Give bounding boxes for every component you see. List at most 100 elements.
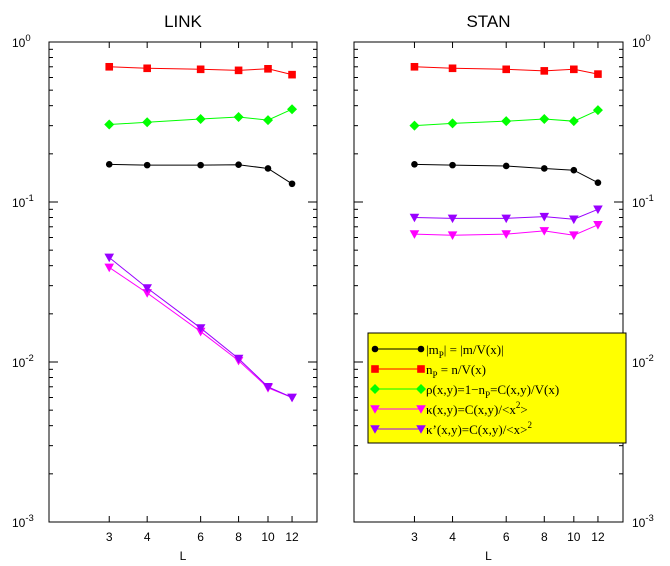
panel-stan: STAN L 3 4 6 8 10 12 10-3 10-2 10-1 100 [353,12,654,563]
data-point-np [410,62,419,71]
y-tick-label: 100 [12,33,31,50]
x-tick-label: 10 [261,530,275,544]
data-point-rho [501,116,512,127]
data-point-mp [264,165,272,172]
series-line-kappa_prime [414,208,599,220]
data-point-rho [104,119,115,130]
series-line-mp [414,163,599,184]
data-point-rho [287,104,298,115]
x-tick-label: 12 [285,530,299,544]
x-tick-label: 6 [503,530,510,544]
legend-label-rho: ρ(x,y)=1−nP=C(x,y)/V(x) [426,382,559,400]
data-point-kappa_prime [287,393,297,403]
y-tick-label: 10-3 [12,513,34,530]
series-line-kappa_prime [108,257,293,398]
y-tick-label: 100 [632,33,651,50]
y-tick-label: 10-1 [632,193,654,210]
data-point-kappa [142,289,152,298]
data-point-np [502,65,511,74]
panel-title: LINK [164,12,202,31]
data-point-mp [411,161,418,168]
data-point-kappa [409,230,420,239]
x-tick-label: 8 [541,530,548,544]
y-tick-label: 10-1 [12,193,34,210]
data-point-mp [502,162,510,170]
series-line-rho [414,109,599,127]
data-point-rho [263,115,274,126]
y-tick-label: 10-2 [12,353,34,370]
data-point-kappa [104,263,115,273]
x-tick-label: 6 [197,530,204,544]
y-tick-label: 10-2 [632,353,654,370]
legend-marker-kappa [416,405,426,414]
y-tick-label: 10-3 [632,513,654,530]
data-point-mp [449,161,456,169]
x-tick-label: 10 [567,530,581,544]
x-tick-label: 3 [106,530,113,544]
data-point-kappa [447,231,458,241]
data-point-kappa_prime [263,382,273,392]
panel-title: STAN [466,12,510,31]
series-line-rho [109,108,293,126]
legend: |mP| = |m/V(x)| nP = n/V(x) ρ(x,y)=1−nP=C(… [367,332,627,444]
data-point-rho [592,105,603,116]
data-point-kappa_prime [142,284,152,293]
plot-frame [353,41,624,523]
series-line-np [109,66,293,76]
data-point-kappa_prime [104,253,115,263]
data-point-mp [235,161,242,169]
data-point-np [196,65,205,74]
legend-label-mp: |mP| = |m/V(x)| [426,342,504,360]
legend-box [367,332,627,444]
series-line-mp [109,163,293,185]
data-point-kappa [501,230,512,239]
legend-marker-mp [371,345,379,353]
data-point-mp [594,179,602,187]
data-point-kappa_prime [569,215,579,225]
data-point-np [570,65,578,74]
data-point-np [264,64,272,73]
legend-marker-np [417,365,425,373]
data-point-mp [570,166,578,174]
data-point-kappa_prime [501,214,512,224]
data-point-kappa_prime [593,205,603,215]
data-point-np [288,70,296,79]
panel-link: LINK L 3 4 6 8 10 12 10-3 10-2 10-1 100 [12,12,318,563]
data-point-np [234,66,243,75]
legend-marker-kappa_prime [416,425,426,434]
data-point-kappa_prime [195,324,206,333]
legend-marker-np [371,365,379,373]
legend-marker-kappa_prime [370,425,380,434]
data-point-rho [142,117,153,128]
data-point-np [540,67,549,75]
legend-label-kappa: κ(x,y)=C(x,y)/<x2> [426,400,528,417]
x-tick-label: 3 [411,530,418,544]
x-tick-label: 4 [144,530,151,544]
legend-marker-rho [370,384,380,394]
plot-frame [48,41,318,523]
data-point-kappa_prime [233,354,244,364]
data-point-kappa_prime [409,213,420,223]
legend-label-kappa_prime: κ’(x,y)=C(x,y)/<x>2 [426,420,532,437]
x-tick-label: 8 [235,530,242,544]
data-point-kappa [569,231,579,241]
series-line-kappa [108,267,293,398]
x-tick-label: 12 [591,530,605,544]
data-point-kappa_prime [447,214,458,224]
data-point-rho [409,120,420,131]
data-point-kappa [593,221,603,230]
data-point-rho [539,114,550,125]
x-axis-label: L [485,549,492,563]
legend-marker-rho [416,384,426,394]
legend-marker-kappa [370,405,380,414]
series-line-kappa [414,224,599,236]
data-point-rho [447,118,458,129]
data-point-kappa_prime [539,212,550,222]
data-point-np [143,64,151,73]
data-point-np [594,70,602,78]
data-point-mp [540,165,548,172]
data-point-rho [233,111,244,122]
data-point-rho [195,114,206,125]
x-axis-label: L [180,549,187,563]
